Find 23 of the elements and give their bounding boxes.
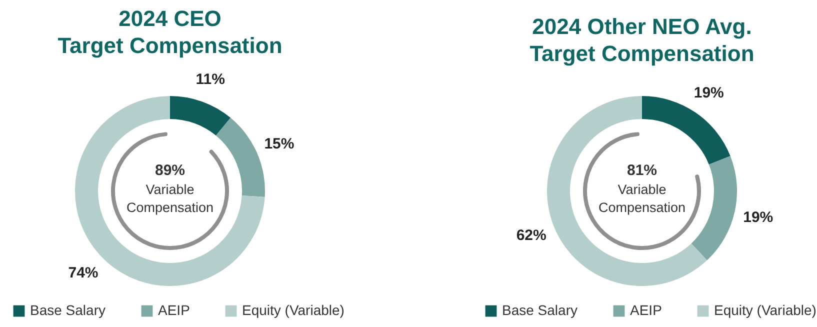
- text: Variable Compensation: [126, 182, 214, 215]
- legend-label: AEIP: [630, 302, 662, 318]
- data-label: 15%: [264, 136, 294, 153]
- data-label: 62%: [516, 226, 546, 244]
- data-label: 74%: [68, 264, 98, 282]
- legend-label: Base Salary: [30, 302, 106, 318]
- text: 89%: [154, 162, 186, 179]
- legend-label: Equity (Variable): [714, 302, 816, 318]
- donut-slice: [642, 96, 730, 164]
- chart-title: 2024 Other NEO Avg. Target Compensation: [530, 14, 754, 66]
- legend-label: AEIP: [158, 302, 190, 318]
- data-label: 19%: [743, 208, 774, 226]
- text: Variable Compensation: [598, 182, 686, 215]
- legend-label: Equity (Variable): [242, 302, 344, 318]
- data-label: 11%: [196, 71, 225, 88]
- chart-title: 2024 CEO Target Compensation: [58, 6, 282, 58]
- legend-label: Base Salary: [502, 302, 578, 318]
- data-label: 19%: [694, 84, 724, 102]
- donut-slice: [691, 156, 737, 260]
- donut-slice: [547, 96, 708, 286]
- donut-slice: [216, 118, 265, 197]
- donut-slice: [170, 96, 231, 136]
- text: 81%: [626, 162, 658, 179]
